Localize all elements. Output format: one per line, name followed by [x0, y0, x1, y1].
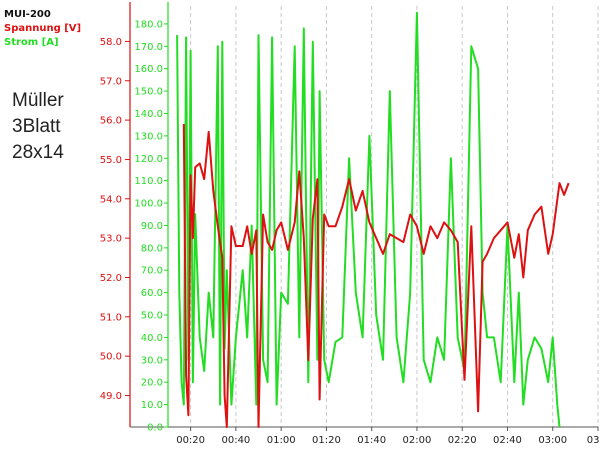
legend-voltage-entry: Spannung [V]	[4, 23, 82, 34]
y-left-tick-label: 53.0	[100, 234, 122, 245]
x-tick-label: 01:00	[267, 435, 296, 446]
x-tick-label: 01:20	[312, 435, 341, 446]
legend-device-name: MUI-200	[4, 9, 51, 20]
y-right-tick-label: 140.0	[134, 109, 163, 120]
y-right-tick-label: 110.0	[134, 176, 163, 187]
y-right-tick-label: 90.0	[141, 221, 163, 232]
y-left-tick-label: 52.0	[100, 273, 122, 284]
y-left-tick-label: 51.0	[100, 312, 122, 323]
y-left-tick-label: 50.0	[100, 352, 122, 363]
y-right-tick-label: 180.0	[134, 19, 163, 30]
x-tick-label: 00:40	[221, 435, 250, 446]
y-right-tick-label: 70.0	[141, 266, 163, 277]
series-line-voltage	[182, 123, 570, 428]
y-right-tick-label: 10.0	[141, 400, 163, 411]
y-right-tick-label: 0.0	[147, 423, 163, 434]
y-right-tick-label: 80.0	[141, 243, 163, 254]
chart-annotation: Müller 3Blatt 28x14	[12, 88, 64, 166]
y-left-tick-label: 56.0	[100, 116, 122, 127]
y-left-tick-label: 58.0	[100, 37, 122, 48]
y-right-tick-label: 40.0	[141, 333, 163, 344]
y-left-tick-label: 57.0	[100, 76, 122, 87]
y-left-tick-label: 54.0	[100, 194, 122, 205]
annotation-line-3: 28x14	[12, 142, 64, 163]
x-tick-label: 02:20	[448, 435, 477, 446]
x-tick-label: 03:2	[587, 435, 600, 446]
x-tick-label: 02:40	[493, 435, 522, 446]
x-tick-label: 00:20	[176, 435, 205, 446]
y-left-tick-label: 55.0	[100, 155, 122, 166]
series-line-current	[176, 11, 561, 428]
y-right-tick-label: 120.0	[134, 154, 163, 165]
legend-current-entry: Strom [A]	[4, 37, 59, 48]
x-tick-label: 03:00	[538, 435, 567, 446]
legend: MUI-200 Spannung [V] Strom [A]	[4, 8, 81, 50]
y-right-tick-label: 150.0	[134, 87, 163, 98]
x-tick-label: 01:40	[357, 435, 386, 446]
annotation-line-1: Müller	[12, 90, 64, 111]
y-right-tick-label: 50.0	[141, 311, 163, 322]
y-right-tick-label: 160.0	[134, 64, 163, 75]
y-left-tick-label: 49.0	[100, 391, 122, 402]
y-right-tick-label: 30.0	[141, 355, 163, 366]
annotation-line-2: 3Blatt	[12, 116, 61, 137]
y-right-tick-label: 130.0	[134, 131, 163, 142]
y-right-tick-label: 60.0	[141, 288, 163, 299]
x-tick-label: 02:00	[403, 435, 432, 446]
y-right-tick-label: 20.0	[141, 378, 163, 389]
y-right-tick-label: 100.0	[134, 199, 163, 210]
y-right-tick-label: 170.0	[134, 42, 163, 53]
